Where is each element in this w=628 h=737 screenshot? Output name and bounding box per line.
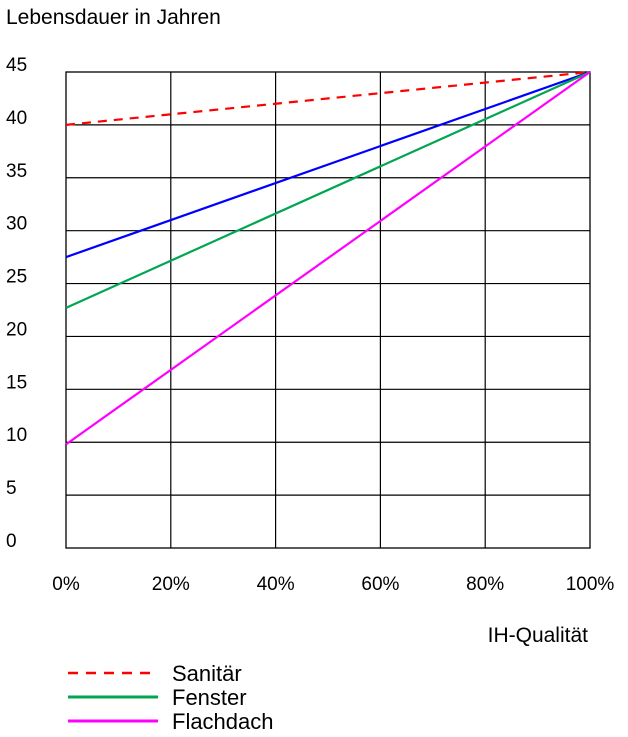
x-tick-label: 0% xyxy=(52,574,80,595)
x-axis-title: IH-Qualität xyxy=(488,624,589,647)
series-line-fenster xyxy=(65,70,591,309)
y-tick-label: 5 xyxy=(6,478,17,499)
y-tick-label: 45 xyxy=(6,55,27,76)
x-tick-label: 60% xyxy=(361,574,399,595)
y-tick-label: 40 xyxy=(6,108,27,129)
legend-label-fenster: Fenster xyxy=(172,685,247,710)
x-tick-label: 80% xyxy=(466,574,504,595)
y-tick-label: 0 xyxy=(6,531,17,552)
y-tick-label: 30 xyxy=(6,214,27,235)
x-tick-label: 20% xyxy=(152,574,190,595)
y-tick-labels: 0 5 10 15 20 25 30 35 40 45 xyxy=(6,55,27,552)
x-tick-label: 40% xyxy=(257,574,295,595)
series-line-blue xyxy=(65,70,591,259)
series-line-flachdach xyxy=(65,71,591,446)
y-tick-label: 25 xyxy=(6,267,27,288)
plot-frame xyxy=(65,71,591,549)
grid xyxy=(65,71,591,549)
series-lines xyxy=(65,70,591,446)
y-tick-label: 35 xyxy=(6,161,27,182)
y-tick-label: 20 xyxy=(6,319,27,340)
y-tick-label: 10 xyxy=(6,425,27,446)
x-tick-label: 100% xyxy=(566,574,615,595)
series-line-sanitaer xyxy=(65,70,591,126)
legend-label-sanitaer: Sanitär xyxy=(172,661,242,686)
y-tick-label: 15 xyxy=(6,372,27,393)
y-axis-title: Lebensdauer in Jahren xyxy=(6,6,221,29)
x-tick-labels: 0% 20% 40% 60% 80% 100% xyxy=(52,574,614,595)
legend-label-flachdach: Flachdach xyxy=(172,709,274,734)
